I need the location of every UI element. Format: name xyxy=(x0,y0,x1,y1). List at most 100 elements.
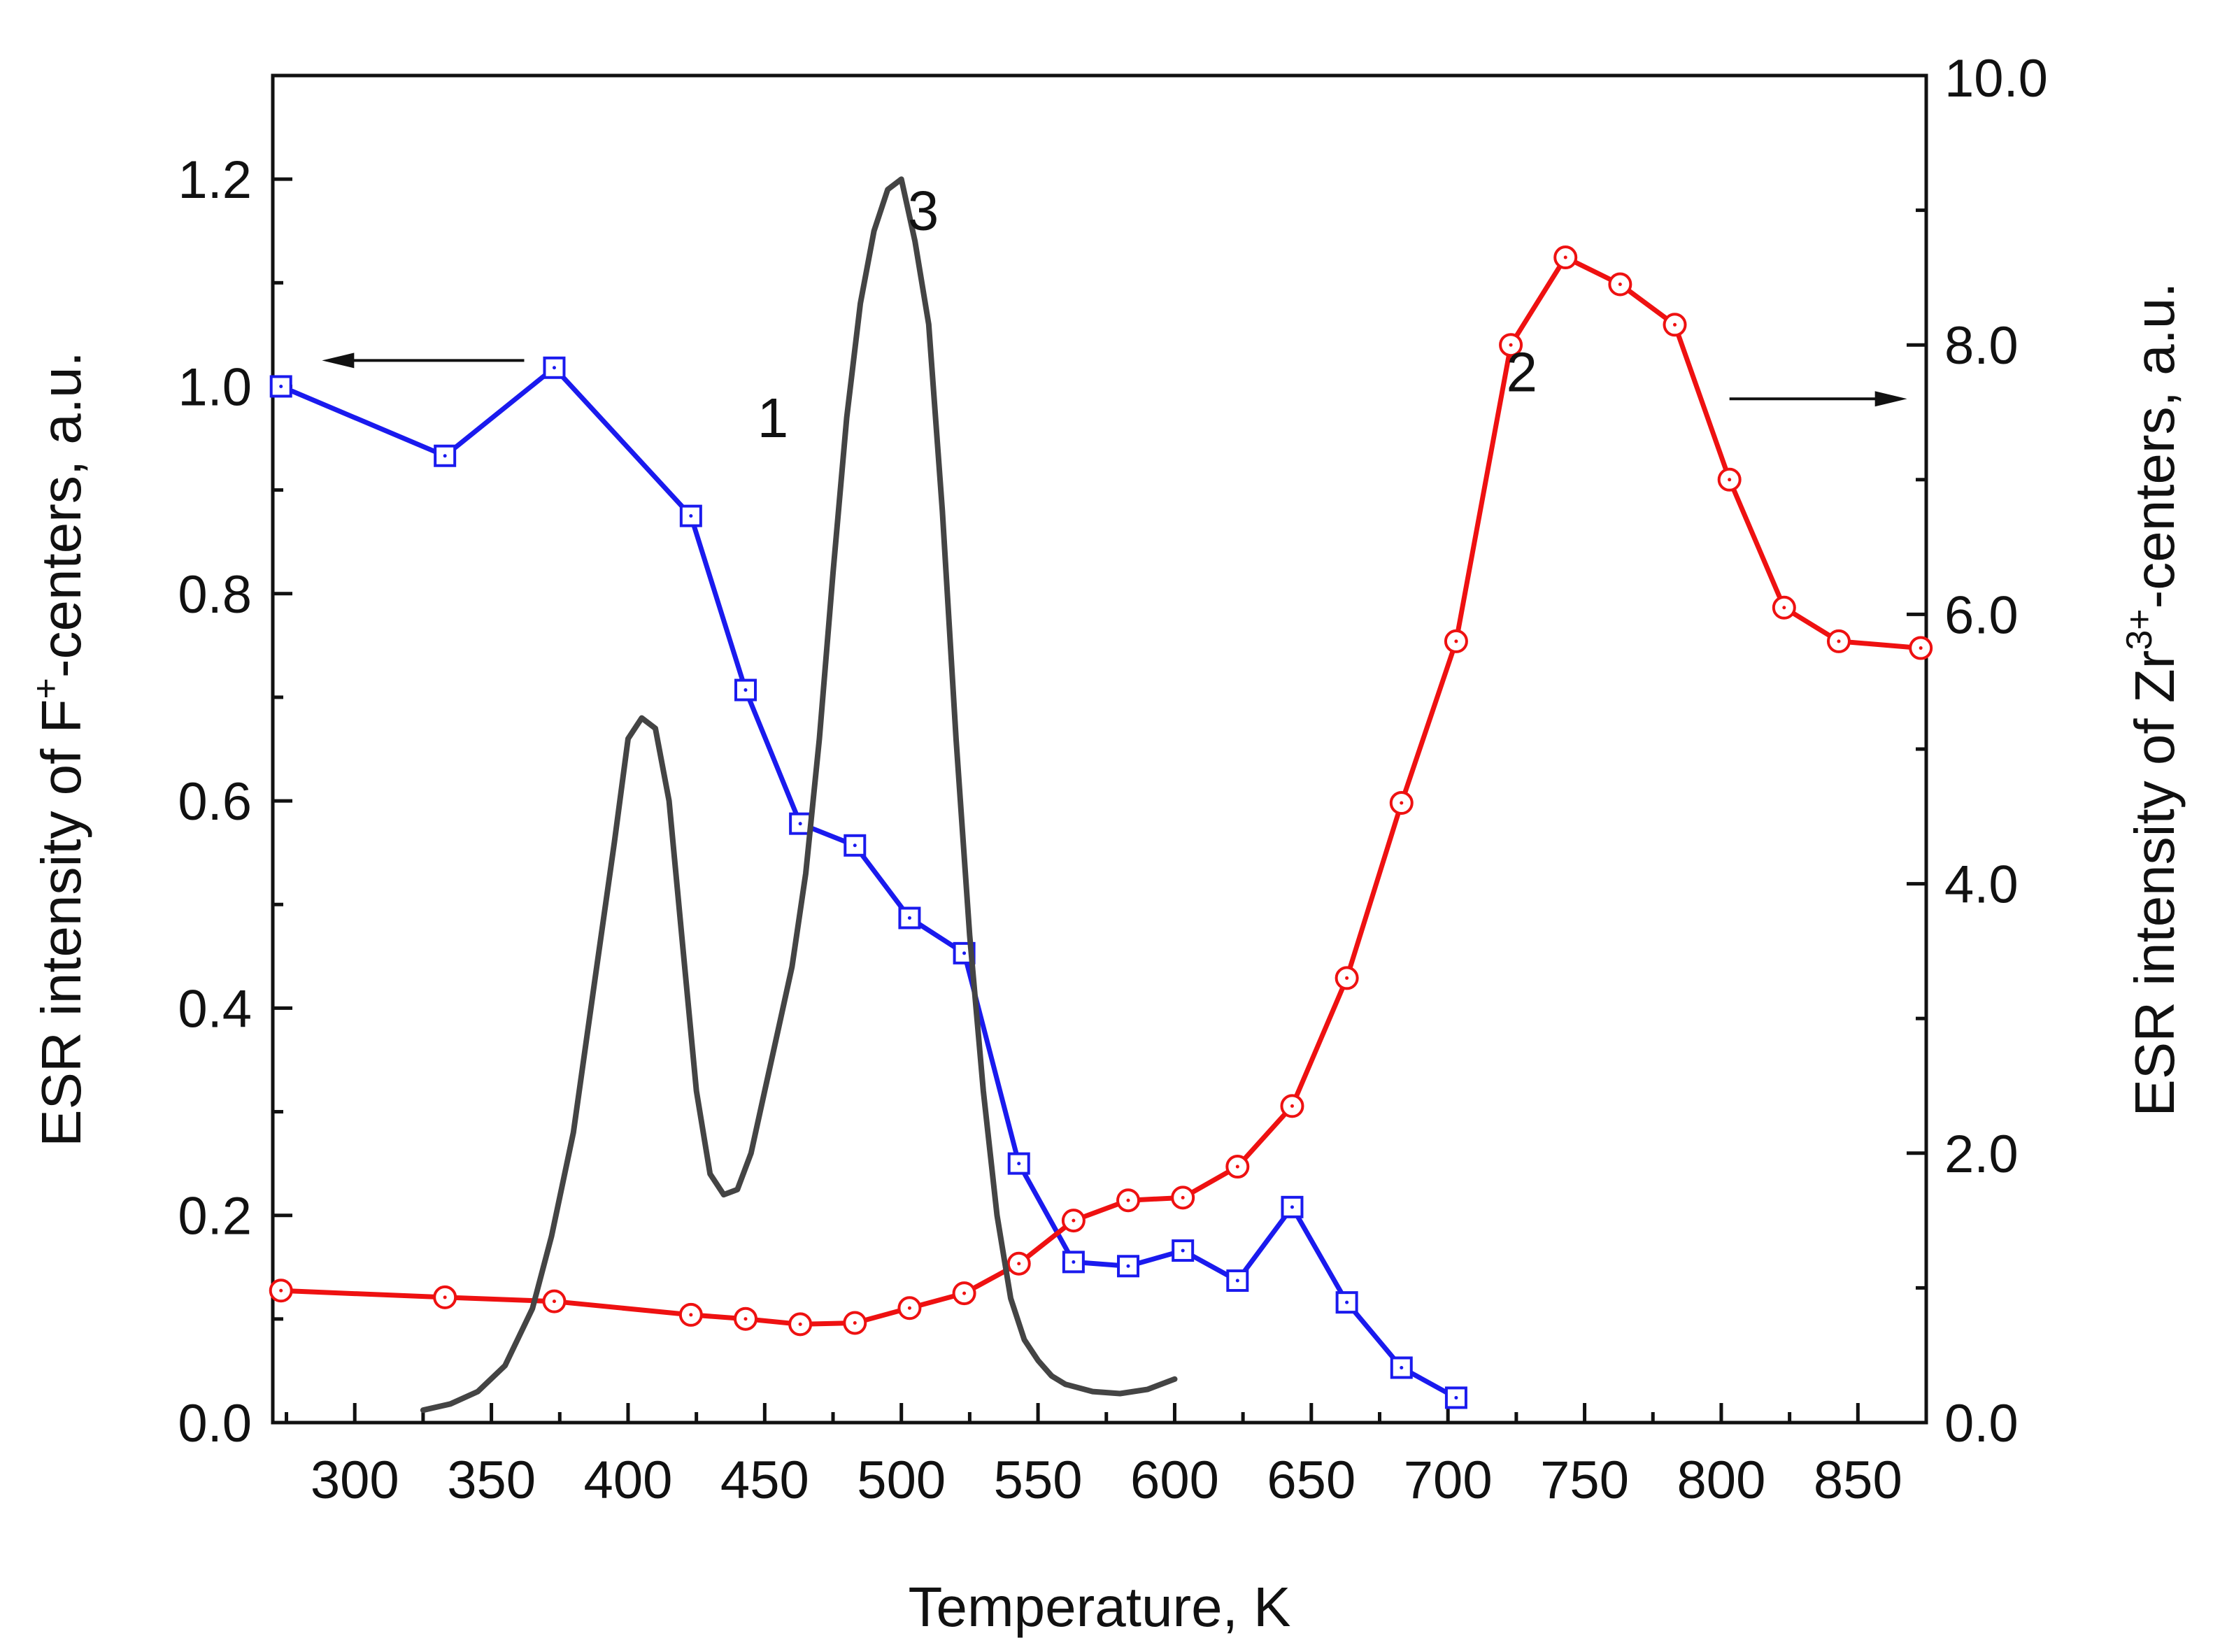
arrow-left-head xyxy=(322,353,355,369)
x-tick-label: 450 xyxy=(720,1451,809,1510)
arrow-right-head xyxy=(1874,391,1907,407)
series-1-point-dot xyxy=(1126,1264,1130,1268)
series-3: 3 xyxy=(420,176,1178,1414)
left-y-axis-title-prefix: ESR intensity of F xyxy=(30,699,92,1147)
right-y-axis-title-prefix: ESR intensity of Zr xyxy=(2123,650,2186,1117)
series-2-point-dot xyxy=(279,1288,283,1293)
left-y-axis-title-suffix: -centers, a.u. xyxy=(30,351,92,678)
x-tick-label: 600 xyxy=(1130,1451,1219,1510)
series-1-point-dot xyxy=(798,822,802,826)
series-2-point-dot xyxy=(1017,1262,1021,1266)
series-1-point-dot xyxy=(1017,1162,1021,1166)
series-2-point-dot xyxy=(798,1322,802,1326)
x-tick-label: 700 xyxy=(1404,1451,1493,1510)
series-1-point-dot xyxy=(743,688,748,692)
series-2-point-dot xyxy=(1728,478,1732,482)
series-1-point-dot xyxy=(907,916,911,920)
right-y-axis-ticks: 0.0 2.0 4.0 6.0 8.0 10.0 xyxy=(1907,49,2048,1453)
series-3-label: 3 xyxy=(908,180,939,242)
x-tick-label: 350 xyxy=(447,1451,536,1510)
series-1-point-dot xyxy=(1290,1205,1294,1209)
left-y-tick-label: 1.0 xyxy=(178,357,252,417)
x-axis-title: Temperature, K xyxy=(909,1576,1291,1638)
series-2-point-dot xyxy=(552,1299,556,1304)
series-1-point-dot xyxy=(1345,1300,1349,1304)
series-2-line xyxy=(278,255,1923,1327)
x-tick-label: 300 xyxy=(311,1451,399,1510)
series-2-point-dot xyxy=(1400,801,1404,805)
series-2-label: 2 xyxy=(1506,341,1537,404)
x-tick-label: 400 xyxy=(584,1451,673,1510)
series-1-point-dot xyxy=(1454,1395,1458,1400)
x-tick-label: 800 xyxy=(1677,1451,1766,1510)
series-2-point-dot xyxy=(1919,646,1923,650)
series-2-point-dot xyxy=(1290,1104,1294,1108)
series-1-point xyxy=(269,375,292,398)
series-1-point xyxy=(679,504,702,527)
right-y-tick-label: 10.0 xyxy=(1944,49,2048,108)
axes xyxy=(271,73,1928,1425)
series-2-point-dot xyxy=(962,1291,967,1295)
series-2: 2 xyxy=(269,245,1933,1337)
series-1-point-dot xyxy=(962,951,967,955)
axis-arrows xyxy=(322,353,1907,407)
x-tick-label: 500 xyxy=(857,1451,946,1510)
series-1-point-dot xyxy=(1072,1260,1076,1264)
plot-frame xyxy=(271,73,1928,1425)
series-2-point-dot xyxy=(1072,1218,1076,1223)
arrow-right xyxy=(1729,391,1907,407)
series-2-point-dot xyxy=(1563,255,1567,259)
series-2-point-dot xyxy=(907,1306,911,1310)
series-1-point-dot xyxy=(443,454,447,458)
arrow-left xyxy=(322,353,525,369)
left-y-axis-title-sup: + xyxy=(26,678,66,699)
right-y-axis-title: ESR intensity of Zr3+-centers, a.u. xyxy=(2119,282,2186,1116)
right-y-tick-label: 4.0 xyxy=(1944,855,2019,915)
series-2-point-dot xyxy=(1782,606,1786,610)
series-2-point-dot xyxy=(743,1317,748,1321)
series-1-point-dot xyxy=(1235,1279,1239,1283)
x-tick-label: 750 xyxy=(1540,1451,1629,1510)
series-1-line xyxy=(278,365,1459,1400)
series-2-point-dot xyxy=(1345,976,1349,980)
right-y-tick-label: 2.0 xyxy=(1944,1125,2019,1184)
left-y-axis-title: ESR intensity of F+-centers, a.u. xyxy=(26,351,92,1146)
left-y-tick-label: 0.2 xyxy=(178,1187,252,1246)
left-y-tick-label: 0.4 xyxy=(178,979,252,1039)
x-axis-ticks: 300 350 400 450 500 550 600 650 700 750 800 850 xyxy=(285,1403,1902,1510)
series-1-point-dot xyxy=(1181,1248,1185,1253)
series-2-point-dot xyxy=(1454,639,1458,643)
series-2-point-dot xyxy=(443,1295,447,1299)
x-tick-label: 550 xyxy=(994,1451,1083,1510)
left-y-tick-label: 0.0 xyxy=(178,1394,252,1453)
right-y-axis-title-sup: 3+ xyxy=(2119,608,2160,650)
x-tick-label: 850 xyxy=(1814,1451,1902,1510)
left-y-tick-label: 0.8 xyxy=(178,565,252,625)
series-2-point-dot xyxy=(1673,322,1677,327)
x-tick-label: 650 xyxy=(1267,1451,1355,1510)
right-y-tick-label: 0.0 xyxy=(1944,1394,2019,1453)
right-y-axis-title-suffix: -centers, a.u. xyxy=(2123,282,2186,608)
series-2-point-dot xyxy=(689,1313,693,1317)
series-1-point xyxy=(543,356,566,379)
series-layer: 1 2 3 xyxy=(269,176,1933,1414)
series-1-point-dot xyxy=(279,384,283,388)
series-2-point-dot xyxy=(1618,283,1622,287)
series-3-line xyxy=(420,176,1178,1414)
series-2-point-dot xyxy=(853,1320,857,1325)
series-2-point-dot xyxy=(1126,1198,1130,1202)
left-y-tick-label: 0.6 xyxy=(178,772,252,832)
series-2-point-dot xyxy=(1509,343,1513,347)
series-2-point-dot xyxy=(1181,1195,1185,1199)
series-1-point-dot xyxy=(689,514,693,518)
right-y-tick-label: 6.0 xyxy=(1944,585,2019,645)
series-1-point-dot xyxy=(1400,1365,1404,1369)
left-y-tick-label: 1.2 xyxy=(178,150,252,210)
series-1-point-dot xyxy=(853,843,857,848)
series-1-label: 1 xyxy=(757,387,789,449)
right-y-tick-label: 8.0 xyxy=(1944,316,2019,376)
left-y-axis-ticks: 0.0 0.2 0.4 0.6 0.8 1.0 1.2 xyxy=(178,150,292,1453)
series-2-point-dot xyxy=(1837,639,1841,643)
series-1: 1 xyxy=(269,356,1467,1409)
